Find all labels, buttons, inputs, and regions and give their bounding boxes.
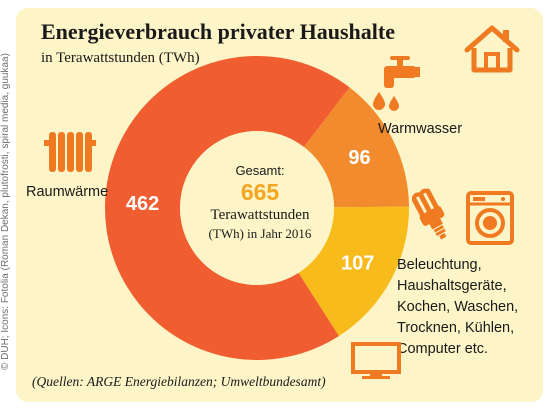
legend-label-line: Trocknen, Kühlen, (397, 320, 515, 336)
donut-center-total: Gesamt: 665 Terawattstunden (TWh) in Jah… (190, 163, 330, 244)
donut-hole (180, 131, 334, 285)
monitor-icon (351, 342, 401, 379)
legend-label-line: Haushaltsgeräte, (397, 278, 507, 294)
slice-warmwasser (303, 87, 409, 208)
house-icon (464, 25, 520, 73)
legend-label-beleuchtung: Beleuchtung, Haushaltsgeräte, Kochen, Wa… (397, 255, 518, 360)
legend-label-raumwaerme: Raumwärme (26, 184, 109, 200)
energy-saving-bulb-icon (412, 188, 447, 240)
legend-label-line: Kochen, Waschen, (397, 299, 519, 315)
legend-label-warmwasser: Warmwasser (378, 121, 463, 137)
chart-title: Energieverbrauch privater Haushalte (41, 19, 395, 44)
source-note: (Quellen: ARGE Energiebilanzen; Umweltbu… (32, 374, 326, 389)
center-line-gesamt: Gesamt: (235, 163, 285, 178)
washing-machine-icon (466, 191, 514, 245)
radiator-icon (44, 132, 96, 172)
legend-label-line: Beleuchtung, (397, 257, 482, 273)
value-label-beleuchtung: 107 (341, 253, 374, 275)
center-total-value: 665 (240, 179, 280, 205)
slice-raumwaerme (105, 55, 350, 360)
chart-subtitle: in Terawattstunden (TWh) (41, 50, 200, 66)
legend-label-line: Computer etc. (397, 341, 489, 357)
slice-beleuchtung (298, 206, 409, 337)
center-year-line: (TWh) in Jahr 2016 (208, 226, 312, 241)
center-unit-line: Terawattstunden (210, 207, 310, 223)
value-label-raumwaerme: 462 (126, 193, 159, 215)
value-label-warmwasser: 96 (348, 147, 370, 169)
faucet-icon (373, 56, 420, 111)
